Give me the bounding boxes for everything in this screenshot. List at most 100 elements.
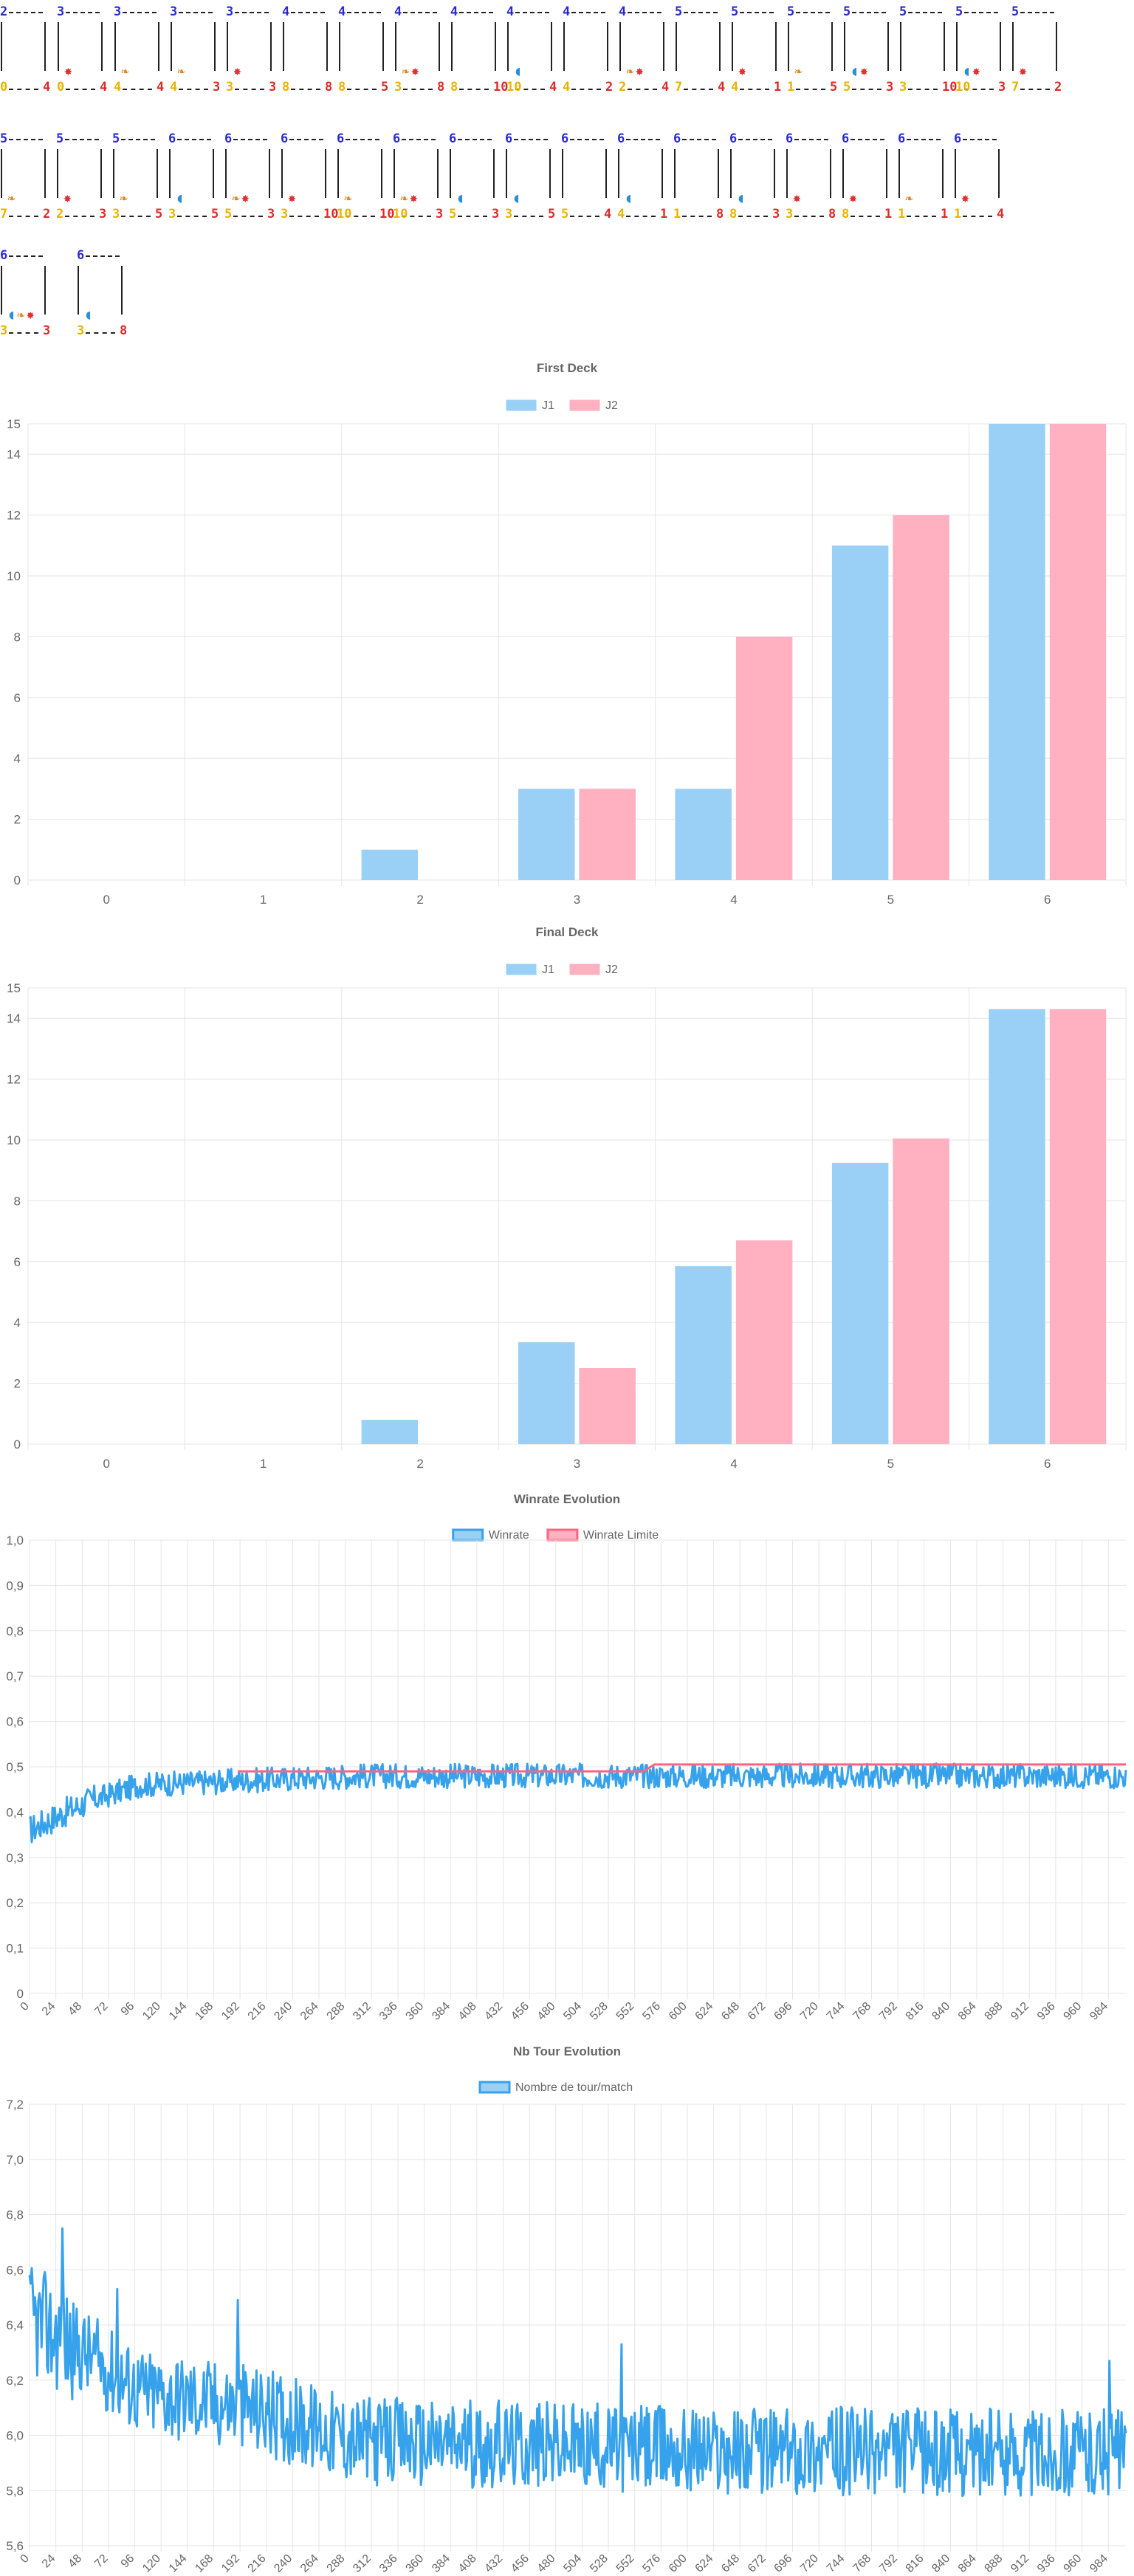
card-border <box>402 139 436 140</box>
card: 6 1 1 ❧ <box>898 127 948 221</box>
y-tick-label: 15 <box>7 981 21 995</box>
y-tick-label: 4 <box>14 752 21 766</box>
x-tick-label: 168 <box>193 2000 216 2023</box>
shield-icon: ◖ <box>176 190 185 206</box>
shield-icon: ◖ <box>850 63 860 79</box>
x-tick-label: 528 <box>588 2000 611 2023</box>
card-border <box>339 22 340 71</box>
x-tick-label: 360 <box>404 2552 427 2575</box>
x-tick-label: 528 <box>588 2552 611 2575</box>
star-icon: ✸ <box>793 190 803 206</box>
card-border <box>886 149 887 198</box>
card-border <box>495 22 496 71</box>
bar-j1 <box>361 849 419 880</box>
card: 6 8 1 ✸ <box>842 127 892 221</box>
y-tick-label: 0,3 <box>6 1851 24 1865</box>
card-border <box>794 216 824 217</box>
x-tick-label: 336 <box>377 2552 400 2575</box>
card-border <box>908 89 938 90</box>
x-tick-label: 432 <box>482 2000 505 2023</box>
card-left-value: 1 <box>954 207 962 221</box>
x-tick-label: 408 <box>456 2000 479 2023</box>
x-tick-label: 696 <box>772 2552 794 2575</box>
card-border <box>963 216 992 217</box>
card-border <box>944 22 945 71</box>
bar-j1 <box>989 424 1045 880</box>
card-border <box>786 149 788 198</box>
legend-swatch <box>478 2081 511 2094</box>
x-tick-label: 288 <box>325 2000 348 2023</box>
card-border <box>907 139 941 140</box>
y-tick-label: 7,2 <box>6 2098 24 2112</box>
card-border <box>450 149 451 198</box>
x-tick-label: 216 <box>246 2000 269 2023</box>
y-tick-label: 0,4 <box>6 1805 24 1819</box>
card-symbols: ◖ <box>514 63 523 79</box>
card-border <box>157 149 158 198</box>
card-right-value: 4 <box>157 80 165 95</box>
card-border <box>158 22 159 71</box>
card-cost: 6 <box>337 131 345 146</box>
card-right-value: 1 <box>884 207 893 221</box>
star-icon: ✸ <box>635 63 645 79</box>
card-symbols: ❧✸ <box>232 190 251 206</box>
x-tick-label: 72 <box>92 2000 111 2019</box>
card-cost: 5 <box>899 4 907 19</box>
card: 6 3 8 ◖ <box>77 244 127 338</box>
x-tick-label: 408 <box>456 2552 479 2575</box>
card: 3 0 4 ✸ <box>57 0 107 95</box>
bar-j1 <box>518 1342 575 1444</box>
star-icon: ✸ <box>1019 63 1028 79</box>
card-border <box>618 149 619 198</box>
shield-icon: ◖ <box>625 190 634 206</box>
card-border <box>225 149 227 198</box>
x-tick-label: 504 <box>561 2552 584 2575</box>
card-border <box>347 89 377 90</box>
card-border <box>796 89 825 90</box>
x-tick-label: 600 <box>667 2552 690 2575</box>
nb-tour-evolution-chart: Nb Tour Evolution Nombre de tour/match 5,6… <box>6 2044 1127 2575</box>
x-tick-label: 4 <box>730 1457 737 1471</box>
card-border <box>964 12 998 13</box>
card-border <box>515 89 545 90</box>
card-border <box>963 139 997 140</box>
card: 4 8 5 <box>338 0 388 95</box>
card-border <box>78 266 79 315</box>
series-line <box>28 1762 1127 1844</box>
card-border <box>628 89 657 90</box>
card-border <box>437 149 439 198</box>
legend-swatch <box>546 1528 579 1542</box>
card-right-value: 3 <box>998 80 1006 95</box>
y-tick-label: 0 <box>17 1987 24 2001</box>
card-border <box>682 139 716 140</box>
x-tick-label: 6 <box>1044 893 1051 907</box>
card-left-value: 3 <box>77 323 85 338</box>
card-symbols: ✸ <box>849 190 859 206</box>
card-cost: 6 <box>393 131 401 146</box>
x-tick-label: 984 <box>1087 2552 1110 2575</box>
card-border <box>956 22 958 71</box>
card-border <box>898 149 900 198</box>
y-tick-label: 14 <box>7 1011 21 1026</box>
card-border <box>732 22 733 71</box>
card-left-value: 5 <box>449 207 457 221</box>
y-tick-label: 0,1 <box>6 1942 24 1956</box>
card-border <box>459 12 493 13</box>
card-left-value: 3 <box>505 207 513 221</box>
x-tick-label: 720 <box>798 2552 821 2575</box>
card-symbols: ✸ <box>961 190 971 206</box>
card: 5 2 3 ✸ <box>56 127 106 221</box>
star-icon: ✸ <box>241 190 251 206</box>
card-symbols: ❧ <box>177 63 187 79</box>
card: 5 3 5 ❧ <box>112 127 162 221</box>
y-tick-label: 2 <box>14 813 21 827</box>
card-left-value: 3 <box>899 80 907 95</box>
x-tick-label: 936 <box>1035 2552 1058 2575</box>
card-border <box>676 22 677 71</box>
card-border <box>66 12 100 13</box>
card: 4 10 4 ◖ <box>506 0 557 95</box>
card-right-value: 5 <box>548 207 556 221</box>
bar-j2 <box>579 789 636 880</box>
x-tick-label: 3 <box>574 1457 580 1471</box>
